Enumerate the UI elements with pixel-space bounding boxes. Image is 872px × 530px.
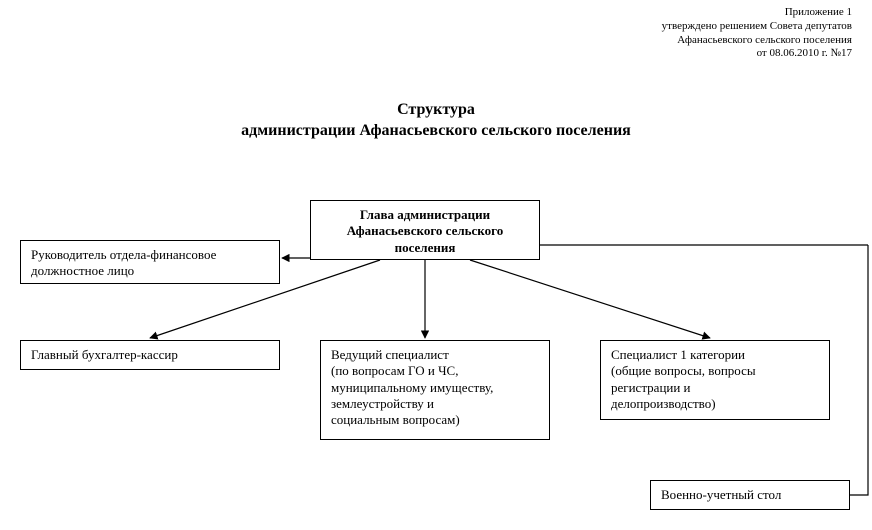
- node-military: Военно-учетный стол: [650, 480, 850, 510]
- header-line: от 08.06.2010 г. №17: [662, 47, 852, 61]
- node-text: социальным вопросам): [331, 412, 539, 428]
- node-specialist-cat1: Специалист 1 категории (общие вопросы, в…: [600, 340, 830, 420]
- header-line: Афанасьевского сельского поселения: [662, 34, 852, 48]
- node-text: Глава администрации: [321, 207, 529, 223]
- node-text: Афанасьевского сельского: [321, 223, 529, 239]
- node-accountant: Главный бухгалтер-кассир: [20, 340, 280, 370]
- node-text: землеустройству и: [331, 396, 539, 412]
- node-text: Руководитель отдела-финансовое: [31, 247, 269, 263]
- node-head: Глава администрации Афанасьевского сельс…: [310, 200, 540, 260]
- node-finance: Руководитель отдела-финансовое должностн…: [20, 240, 280, 284]
- node-text: делопроизводство): [611, 396, 819, 412]
- header-line: утверждено решением Совета депутатов: [662, 20, 852, 34]
- edge-head-specialist-cat1: [470, 260, 710, 338]
- title-line: Структура: [0, 100, 872, 121]
- node-specialist-lead: Ведущий специалист (по вопросам ГО и ЧС,…: [320, 340, 550, 440]
- node-text: Главный бухгалтер-кассир: [31, 347, 269, 363]
- node-text: муниципальному имуществу,: [331, 380, 539, 396]
- node-text: поселения: [321, 240, 529, 256]
- node-text: Специалист 1 категории: [611, 347, 819, 363]
- node-text: (общие вопросы, вопросы: [611, 363, 819, 379]
- node-text: (по вопросам ГО и ЧС,: [331, 363, 539, 379]
- document-title: Структура администрации Афанасьевского с…: [0, 100, 872, 142]
- node-text: должностное лицо: [31, 263, 269, 279]
- approval-header: Приложение 1 утверждено решением Совета …: [662, 6, 852, 61]
- title-line: администрации Афанасьевского сельского п…: [0, 121, 872, 142]
- header-line: Приложение 1: [662, 6, 852, 20]
- node-text: Ведущий специалист: [331, 347, 539, 363]
- edge-right-military: [850, 245, 868, 495]
- node-text: Военно-учетный стол: [661, 487, 839, 503]
- node-text: регистрации и: [611, 380, 819, 396]
